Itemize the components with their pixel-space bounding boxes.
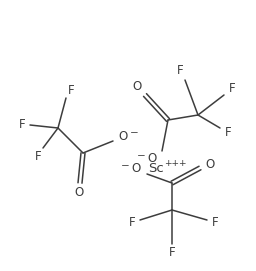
- Text: −: −: [130, 128, 138, 138]
- Text: F: F: [129, 215, 135, 228]
- Text: Sc: Sc: [148, 162, 164, 175]
- Text: F: F: [169, 247, 175, 260]
- Text: F: F: [19, 118, 25, 131]
- Text: O: O: [147, 153, 157, 166]
- Text: −: −: [121, 161, 129, 171]
- Text: O: O: [205, 157, 215, 170]
- Text: F: F: [212, 215, 218, 228]
- Text: F: F: [229, 82, 235, 95]
- Text: O: O: [118, 131, 128, 144]
- Text: +++: +++: [164, 159, 187, 167]
- Text: F: F: [68, 83, 74, 96]
- Text: −: −: [137, 151, 145, 161]
- Text: O: O: [131, 163, 141, 176]
- Text: O: O: [132, 79, 142, 92]
- Text: O: O: [74, 186, 84, 199]
- Text: F: F: [177, 64, 183, 78]
- Text: F: F: [35, 150, 41, 163]
- Text: F: F: [225, 127, 231, 140]
